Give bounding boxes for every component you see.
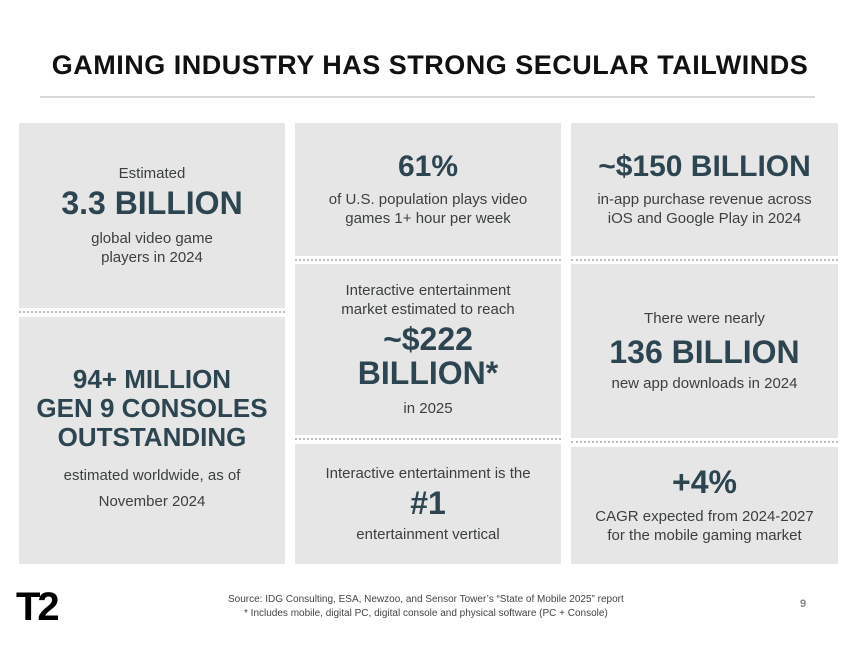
- players-stat: 3.3 BILLION: [61, 185, 243, 222]
- title-divider: [40, 96, 815, 98]
- t2-logo: T2: [16, 585, 60, 629]
- consoles-stat-line3: OUTSTANDING: [57, 422, 247, 453]
- market-stat-line1: ~$222: [383, 321, 473, 358]
- tile-divider: [571, 441, 838, 443]
- tile-vertical: Interactive entertainment is the #1 ente…: [295, 444, 561, 564]
- us-population-line2: games 1+ hour per week: [345, 210, 511, 228]
- downloads-top: There were nearly: [644, 310, 765, 328]
- tile-market: Interactive entertainment market estimat…: [295, 264, 561, 435]
- vertical-top: Interactive entertainment is the: [325, 465, 531, 483]
- tile-downloads: There were nearly 136 BILLION new app do…: [571, 264, 838, 438]
- us-population-line1: of U.S. population plays video: [328, 191, 528, 209]
- tile-divider: [295, 438, 561, 440]
- downloads-stat: 136 BILLION: [609, 334, 800, 371]
- tile-iap: ~$150 BILLION in-app purchase revenue ac…: [571, 123, 838, 256]
- vertical-stat: #1: [410, 485, 446, 522]
- consoles-stat-line1: 94+ MILLION: [72, 363, 232, 394]
- tile-us-population: 61% of U.S. population plays video games…: [295, 123, 561, 256]
- players-bottom-line1: global video game: [91, 229, 213, 247]
- players-top-text: Estimated: [118, 165, 186, 183]
- market-top-line2: market estimated to reach: [341, 301, 515, 319]
- downloads-bottom: new app downloads in 2024: [611, 374, 798, 392]
- page-title: GAMING INDUSTRY HAS STRONG SECULAR TAILW…: [51, 50, 809, 80]
- consoles-stat-line2: GEN 9 CONSOLES: [36, 392, 268, 423]
- market-stat-line2: BILLION*: [357, 355, 499, 391]
- vertical-bottom: entertainment vertical: [356, 525, 500, 543]
- source-note: Source: IDG Consulting, ESA, Newzoo, and…: [228, 594, 624, 605]
- cagr-line2: for the mobile gaming market: [607, 527, 802, 545]
- tile-players: Estimated 3.3 BILLION global video game …: [19, 123, 285, 308]
- footnote: * Includes mobile, digital PC, digital c…: [244, 608, 608, 619]
- market-top-line1: Interactive entertainment: [345, 282, 511, 300]
- cagr-line1: CAGR expected from 2024-2027: [595, 508, 814, 526]
- iap-stat: ~$150 BILLION: [598, 149, 811, 183]
- tile-consoles: 94+ MILLION GEN 9 CONSOLES OUTSTANDING e…: [19, 317, 285, 564]
- iap-line1: in-app purchase revenue across: [597, 191, 812, 209]
- cagr-stat: +4%: [672, 463, 737, 500]
- consoles-bottom-line2: November 2024: [98, 493, 206, 511]
- footer-notes: Source: IDG Consulting, ESA, Newzoo, and…: [228, 593, 648, 621]
- iap-line2: iOS and Google Play in 2024: [607, 210, 802, 228]
- page-number: 9: [800, 598, 807, 610]
- tile-divider: [571, 259, 838, 261]
- players-bottom-line2: players in 2024: [101, 248, 203, 266]
- consoles-bottom-line1: estimated worldwide, as of: [63, 467, 241, 485]
- market-bottom: in 2025: [403, 399, 453, 417]
- tile-divider: [295, 259, 561, 261]
- us-population-stat: 61%: [397, 149, 459, 183]
- tile-divider: [19, 311, 285, 313]
- tile-cagr: +4% CAGR expected from 2024-2027 for the…: [571, 447, 838, 564]
